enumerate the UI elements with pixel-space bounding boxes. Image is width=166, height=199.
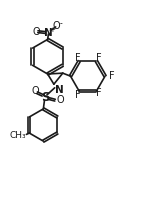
Text: N: N [44, 28, 53, 38]
Text: F: F [96, 53, 102, 63]
Text: O: O [53, 21, 60, 31]
Text: -: - [60, 19, 62, 28]
Text: F: F [96, 88, 102, 98]
Text: F: F [75, 53, 81, 63]
Text: O: O [31, 86, 39, 96]
Text: F: F [76, 90, 81, 100]
Text: S: S [41, 91, 50, 104]
Text: CH₃: CH₃ [9, 131, 26, 139]
Text: F: F [109, 71, 115, 81]
Text: O: O [32, 27, 40, 37]
Text: +: + [49, 26, 55, 33]
Text: N: N [55, 85, 64, 95]
Text: O: O [56, 95, 64, 105]
